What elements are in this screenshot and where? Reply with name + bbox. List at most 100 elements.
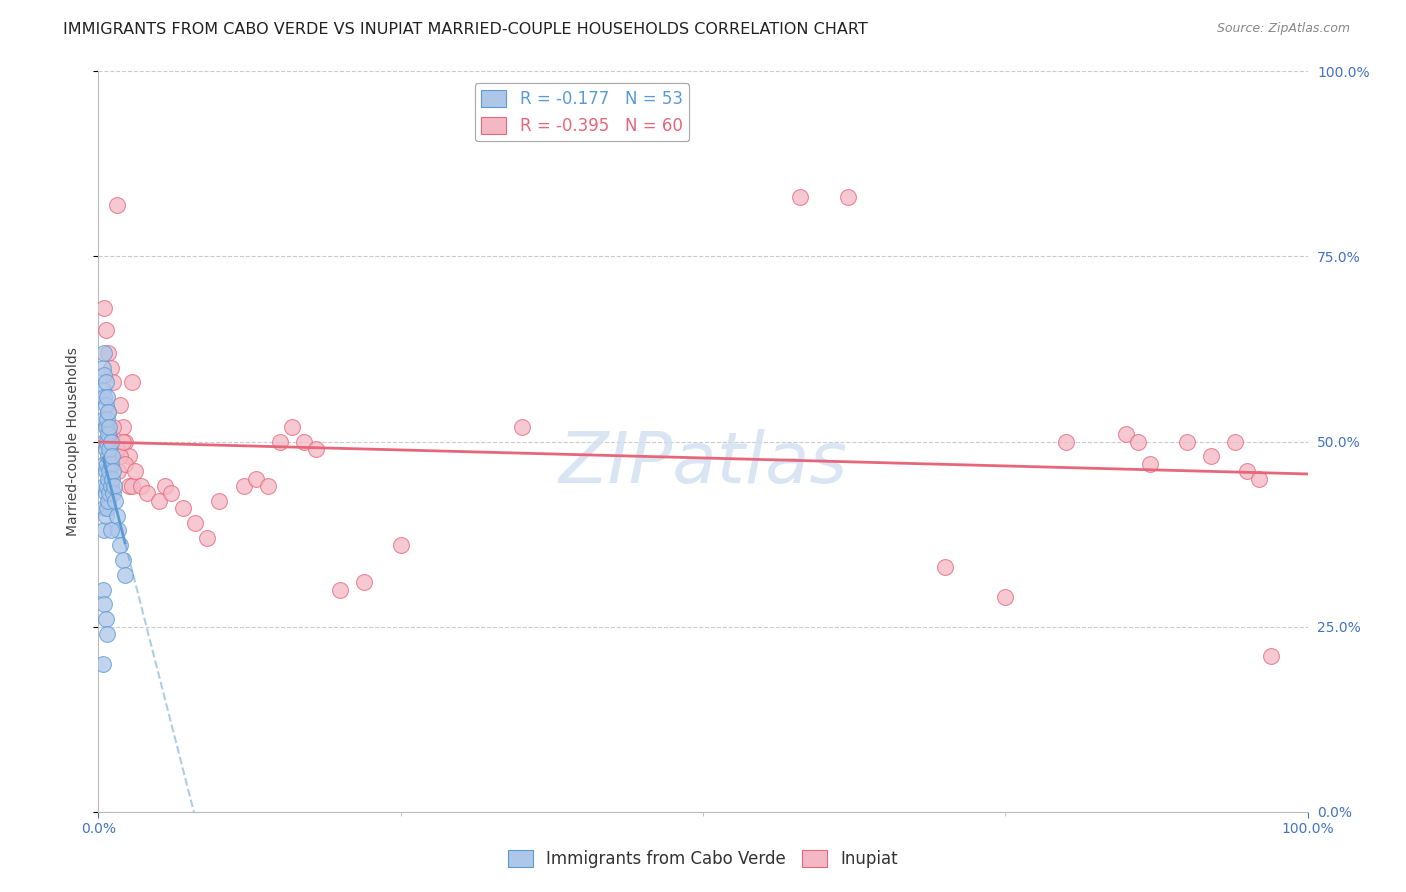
Point (153, 479, 176, 493)
Point (97, 405, 120, 419)
Point (107, 464, 129, 478)
Point (184, 516, 207, 530)
Point (100, 471, 122, 485)
Point (98, 427, 121, 442)
Point (100, 360, 122, 375)
Point (118, 479, 141, 493)
Point (135, 486, 157, 500)
Point (107, 524, 129, 538)
Point (1223, 434, 1246, 449)
Point (93, 598, 115, 612)
Point (93, 524, 115, 538)
Point (96, 501, 118, 516)
Point (101, 464, 124, 478)
Point (97, 493, 120, 508)
Point (101, 419, 124, 434)
Point (93, 390, 115, 404)
Point (91, 360, 114, 375)
Point (93, 412, 115, 426)
Point (1115, 427, 1137, 442)
Point (994, 590, 1017, 604)
Point (121, 376, 143, 390)
Point (93, 345, 115, 359)
Point (101, 486, 124, 500)
Point (160, 486, 183, 500)
Point (114, 434, 136, 449)
Point (105, 197, 128, 211)
Point (232, 479, 254, 493)
Point (100, 479, 122, 493)
Point (108, 450, 131, 464)
Point (108, 538, 131, 552)
Point (934, 560, 956, 574)
Point (208, 493, 231, 508)
Point (94, 419, 117, 434)
Point (96, 390, 118, 404)
Point (121, 479, 143, 493)
Point (1260, 649, 1282, 664)
Point (124, 464, 146, 478)
Text: IMMIGRANTS FROM CABO VERDE VS INUPIAT MARRIED-COUPLE HOUSEHOLDS CORRELATION CHAR: IMMIGRANTS FROM CABO VERDE VS INUPIAT MA… (63, 22, 868, 37)
Point (91, 582, 114, 597)
Point (256, 479, 278, 493)
Point (329, 582, 352, 597)
Point (114, 567, 136, 582)
Point (94, 486, 117, 500)
Point (103, 479, 125, 493)
Point (98, 442, 121, 456)
Point (1054, 434, 1077, 449)
Point (195, 531, 218, 545)
Point (129, 479, 152, 493)
Point (98, 464, 121, 478)
Point (172, 501, 194, 516)
Point (97, 471, 120, 485)
Point (100, 524, 122, 538)
Point (292, 434, 315, 449)
Point (94, 442, 117, 456)
Point (1249, 471, 1271, 485)
Point (389, 538, 412, 552)
Point (93, 368, 115, 382)
Point (100, 450, 122, 464)
Point (111, 419, 134, 434)
Point (269, 434, 291, 449)
Point (96, 419, 118, 434)
Point (96, 434, 118, 449)
Point (96, 412, 118, 426)
Point (98, 419, 121, 434)
Point (97, 405, 120, 419)
Legend: R = -0.177   N = 53, R = -0.395   N = 60: R = -0.177 N = 53, R = -0.395 N = 60 (475, 83, 689, 142)
Point (105, 442, 128, 456)
Point (97, 345, 120, 359)
Point (94, 612, 117, 626)
Point (94, 464, 117, 478)
Point (94, 398, 117, 412)
Point (94, 324, 117, 338)
Point (96, 627, 118, 641)
Point (94, 434, 117, 449)
Point (114, 457, 136, 471)
Point (100, 457, 122, 471)
Point (93, 301, 115, 316)
Point (305, 442, 328, 456)
Point (93, 457, 115, 471)
Point (100, 434, 122, 449)
Y-axis label: Married-couple Households: Married-couple Households (66, 347, 80, 536)
Point (118, 450, 141, 464)
Point (1236, 464, 1258, 478)
Point (837, 190, 859, 204)
Point (789, 190, 811, 204)
Point (1175, 434, 1198, 449)
Text: ZIPatlas: ZIPatlas (558, 429, 848, 499)
Point (148, 493, 170, 508)
Point (510, 419, 533, 434)
Point (100, 450, 122, 464)
Point (1139, 457, 1161, 471)
Point (97, 450, 120, 464)
Point (91, 383, 114, 397)
Point (281, 419, 304, 434)
Text: Source: ZipAtlas.com: Source: ZipAtlas.com (1216, 22, 1350, 36)
Point (111, 434, 134, 449)
Point (96, 479, 118, 493)
Point (353, 575, 375, 590)
